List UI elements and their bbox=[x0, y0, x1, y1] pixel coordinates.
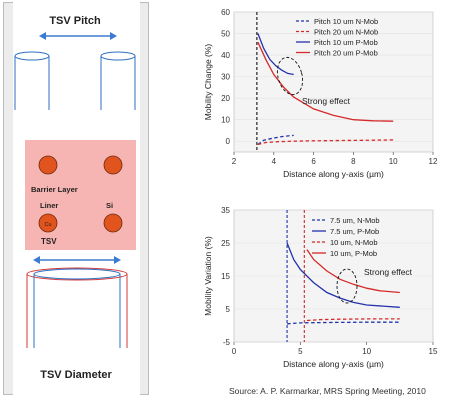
mobility-change-chart-svg: 0 10 20 30 40 50 60 2 4 6 8 10 12 Distance along y-ax… bbox=[203, 8, 438, 179]
series-line bbox=[257, 139, 394, 146]
legend-label: 7.5 um, P-Mob bbox=[330, 227, 379, 236]
cu-label: Cu bbox=[44, 222, 51, 228]
x-tick-label: 8 bbox=[351, 157, 356, 166]
y-tick-label: 0 bbox=[226, 137, 231, 146]
tsv-illustration: TSV Pitch Barrier Layer Liner Si bbox=[3, 2, 149, 395]
tsv-label: TSV bbox=[41, 237, 57, 246]
y-axis-label: Mobility Change (%) bbox=[203, 44, 213, 121]
si-label: Si bbox=[106, 201, 113, 210]
strong-effect-annotation: Strong effect bbox=[302, 96, 351, 106]
plot-area bbox=[233, 11, 434, 153]
x-tick-label: 15 bbox=[429, 347, 438, 356]
series-line bbox=[306, 249, 400, 294]
strong-effect-annotation: Strong effect bbox=[364, 267, 413, 277]
legend-label: Pitch 10 um P-Mob bbox=[314, 38, 378, 47]
top-cylinder-left bbox=[14, 51, 50, 110]
x-tick-label: 10 bbox=[362, 347, 371, 356]
y-tick-label: 40 bbox=[221, 51, 230, 60]
tsv-circle bbox=[38, 155, 58, 175]
x-tick-label: 5 bbox=[298, 347, 303, 356]
y-tick-label: 35 bbox=[221, 206, 230, 215]
y-tick-label: 10 bbox=[221, 116, 230, 125]
y-axis-label: Mobility Variation (%) bbox=[203, 236, 213, 316]
y-tick-label: 20 bbox=[221, 94, 230, 103]
x-tick-label: 2 bbox=[232, 157, 237, 166]
tsv-pitch-label: TSV Pitch bbox=[49, 15, 101, 27]
series-line bbox=[257, 33, 294, 76]
diameter-arrow bbox=[33, 256, 121, 264]
y-tick-label: 15 bbox=[221, 272, 230, 281]
tsv-circle bbox=[103, 155, 123, 175]
x-axis-label: Distance along y-axis (µm) bbox=[283, 359, 384, 369]
x-tick-label: 0 bbox=[232, 347, 237, 356]
legend-label: 10 um, P-Mob bbox=[330, 249, 377, 258]
y-tick-label: 30 bbox=[221, 73, 230, 82]
series-line bbox=[286, 242, 400, 308]
y-tick-label: -5 bbox=[223, 338, 231, 347]
x-tick-label: 12 bbox=[429, 157, 438, 166]
strong-effect-ellipse bbox=[336, 268, 358, 304]
liner-label: Liner bbox=[40, 201, 58, 210]
legend-label: Pitch 10 um N-Mob bbox=[314, 17, 378, 26]
top-cylinder-right bbox=[100, 51, 136, 110]
y-tick-label: 5 bbox=[226, 305, 231, 314]
tsv-illustration-panel: TSV Pitch Barrier Layer Liner Si bbox=[3, 2, 149, 395]
legend-label: 7.5 um, N-Mob bbox=[330, 216, 380, 225]
strong-effect-ellipse bbox=[276, 56, 304, 96]
pitch-arrow bbox=[39, 32, 117, 40]
series-line bbox=[287, 321, 400, 325]
source-caption: Source: A. P. Karmarkar, MRS Spring Meet… bbox=[229, 386, 426, 396]
legend-label: Pitch 20 um N-Mob bbox=[314, 28, 378, 37]
legend-label: 10 um, N-Mob bbox=[330, 238, 378, 247]
series-line bbox=[257, 41, 394, 122]
x-tick-label: 4 bbox=[272, 157, 277, 166]
x-tick-label: 6 bbox=[311, 157, 316, 166]
tsv-circle bbox=[103, 213, 123, 233]
y-tick-label: 60 bbox=[221, 8, 230, 17]
y-tick-label: 25 bbox=[221, 239, 230, 248]
legend-label: Pitch 20 um P-Mob bbox=[314, 49, 378, 58]
y-tick-label: 50 bbox=[221, 30, 230, 39]
series-line bbox=[306, 318, 400, 322]
x-tick-label: 10 bbox=[389, 157, 398, 166]
x-axis-label: Distance along y-axis (µm) bbox=[283, 169, 384, 179]
mobility-change-chart: 0 10 20 30 40 50 60 2 4 6 8 10 12 Distance along y-ax… bbox=[188, 0, 449, 198]
mobility-variation-chart: -5 5 15 25 35 0 5 10 15 Distance along y-axis (µm… bbox=[188, 200, 449, 383]
tsv-circle bbox=[38, 213, 58, 233]
tsv-diameter-label: TSV Diameter bbox=[40, 369, 112, 381]
tsv-circles bbox=[38, 155, 123, 233]
series-line bbox=[257, 134, 294, 146]
barrier-layer-label: Barrier Layer bbox=[31, 185, 78, 194]
cross-section-square bbox=[25, 140, 136, 250]
diameter-cylinders bbox=[26, 267, 128, 348]
mobility-variation-chart-svg: -5 5 15 25 35 0 5 10 15 Distance along y-axis (µm… bbox=[203, 206, 438, 369]
